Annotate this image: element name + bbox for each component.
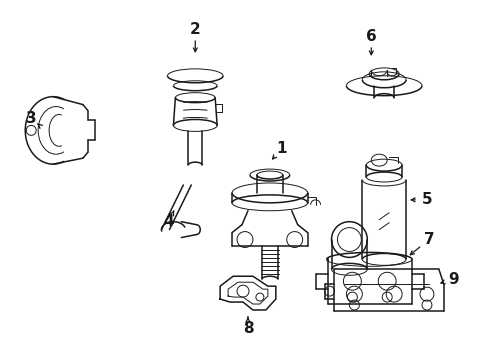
Text: 7: 7	[424, 232, 434, 247]
Text: 1: 1	[276, 141, 287, 156]
Text: 9: 9	[448, 272, 459, 287]
Text: 4: 4	[163, 214, 174, 229]
Text: 5: 5	[422, 192, 432, 207]
Text: 3: 3	[26, 111, 37, 126]
Text: 8: 8	[243, 321, 253, 336]
Text: 2: 2	[190, 22, 201, 37]
Text: 6: 6	[366, 28, 377, 44]
